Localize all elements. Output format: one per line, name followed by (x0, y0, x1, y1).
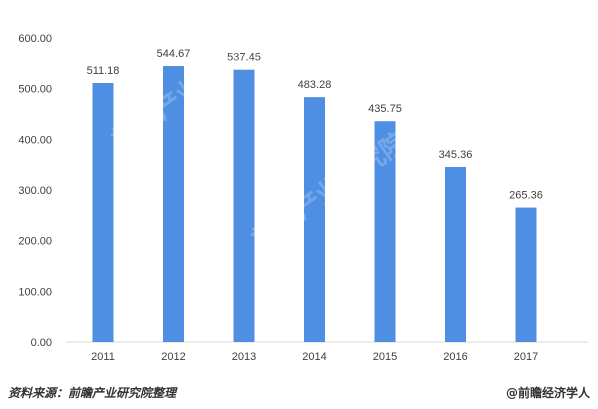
x-tick-label: 2012 (161, 351, 185, 363)
x-tick-label: 2015 (373, 351, 397, 363)
source-note: 资料来源：前瞻产业研究院整理 (8, 386, 177, 400)
x-tick-label: 2011 (91, 351, 115, 363)
data-label: 544.67 (157, 48, 191, 60)
bar (445, 167, 466, 342)
watermark: 前瞻产业研究院 (426, 26, 593, 156)
y-tick-label: 100.00 (18, 286, 52, 298)
bar (233, 69, 255, 342)
bar (515, 207, 537, 342)
data-label: 511.18 (87, 65, 120, 77)
y-tick-label: 0.00 (31, 337, 52, 349)
x-tick-label: 2013 (232, 351, 256, 363)
data-label: 265.36 (509, 190, 543, 202)
bar (304, 97, 325, 343)
y-tick-label: 200.00 (18, 236, 52, 248)
y-tick-label: 300.00 (18, 185, 52, 197)
data-label: 345.36 (439, 149, 473, 161)
data-label: 483.28 (298, 79, 332, 91)
data-label: 537.45 (227, 52, 261, 64)
y-tick-label: 600.00 (18, 33, 52, 45)
bar (374, 121, 396, 342)
x-tick-label: 2017 (514, 351, 538, 363)
x-tick-label: 2016 (443, 351, 467, 363)
y-tick-label: 400.00 (18, 134, 52, 146)
data-label: 435.75 (368, 103, 402, 115)
brand-credit: @前瞻经济学人 (505, 386, 590, 400)
y-tick-label: 500.00 (18, 84, 52, 96)
x-tick-label: 2014 (302, 351, 326, 363)
bar (163, 66, 184, 342)
bar-chart: 0.00 100.00 200.00 300.00 400.00 500.00 600.00… (18, 26, 593, 363)
bar (92, 83, 114, 342)
